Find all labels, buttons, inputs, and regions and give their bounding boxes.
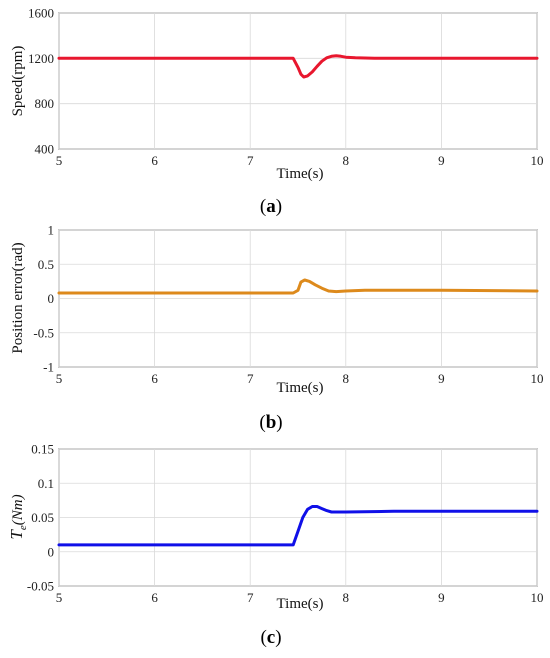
panel-a-speed-line [57,54,539,79]
panel-c-x-tick-label: 9 [438,590,445,605]
panel-a: 400 800 1200 1600 5 6 7 8 9 10 Speed(rpm) Time(s… [10,6,544,218]
panel-b-x-tick-label: 6 [151,371,158,386]
panel-c-ylabel: Te(Nm) [7,494,29,539]
panel-a-y-tick-label: 400 [35,142,55,157]
panel-a-x-tick-label: 7 [247,153,254,168]
panel-a-y-ticks: 400 800 1200 1600 [28,6,54,157]
panel-a-x-tick-label: 9 [438,153,445,168]
panel-a-y-tick-label: 1200 [28,51,54,66]
panel-a-label: (a) [260,196,282,217]
panel-c-label: (c) [260,627,281,648]
panel-c-xlabel: Time(s) [277,596,324,612]
panel-c-y-tick-label: 0.1 [38,476,54,491]
panel-a-ylabel: Speed(rpm) [10,46,26,117]
panel-b-y-tick-label: 0 [48,291,55,306]
panel-c-x-tick-label: 5 [56,590,63,605]
panel-c-x-tick-label: 7 [247,590,254,605]
panel-a-x-tick-label: 6 [151,153,158,168]
panel-b-y-tick-label: -0.5 [33,325,54,340]
panel-c-x-ticks: 5 6 7 8 9 10 [56,590,544,605]
panel-b-x-tick-label: 9 [438,371,445,386]
panel-a-x-tick-label: 8 [343,153,350,168]
panel-b-label: (b) [259,412,282,433]
panel-b-y-tick-label: -1 [43,360,54,375]
panel-b: -1-0.500.51 5 6 7 8 9 10 Position error(rad) … [10,223,544,434]
panel-c: -0.05 0 0.05 0.1 0.15 5 6 7 8 9 10 Te(Nm) Time(s)… [7,442,544,649]
panel-c-x-tick-label: 10 [531,590,544,605]
panel-b-y-tick-label: 0.5 [38,257,54,272]
panel-c-y-tick-label: 0 [48,544,55,559]
panel-b-x-tick-label: 10 [531,371,544,386]
panel-b-y-ticks: -1 -0.5 0 0.5 1 [33,223,54,375]
panel-b-ylabel: Position error(rad) [10,242,26,353]
panel-a-y-tick-label: 800 [35,96,55,111]
panel-c-y-tick-label: 0.05 [31,510,54,525]
panel-b-x-ticks: 5 6 7 8 9 10 [56,371,544,386]
panel-c-torque-line [57,505,539,547]
panel-a-x-ticks: 5 6 7 8 9 10 [56,153,544,168]
panel-c-x-tick-label: 6 [151,590,158,605]
panel-b-x-tick-label: 7 [247,371,254,386]
panel-b-x-tick-label: 5 [56,371,63,386]
panel-b-grid [58,229,538,368]
panel-c-y-ticks: -0.05 0 0.05 0.1 0.15 [27,442,54,594]
panel-b-position-error-line [57,278,539,295]
panel-a-x-tick-label: 5 [56,153,63,168]
panel-b-x-tick-label: 8 [343,371,350,386]
panel-c-y-tick-label: -0.05 [27,579,54,594]
panel-a-y-tick-label: 1600 [28,6,54,21]
panel-b-xlabel: Time(s) [277,380,324,396]
panel-c-x-tick-label: 8 [343,590,350,605]
panel-a-xlabel: Time(s) [277,166,324,182]
panel-c-grid [58,448,538,587]
panel-c-y-tick-label: 0.15 [31,442,54,457]
panel-a-x-tick-label: 10 [531,153,544,168]
panel-a-plot-area [58,12,538,150]
panel-b-y-tick-label: 1 [48,223,55,238]
